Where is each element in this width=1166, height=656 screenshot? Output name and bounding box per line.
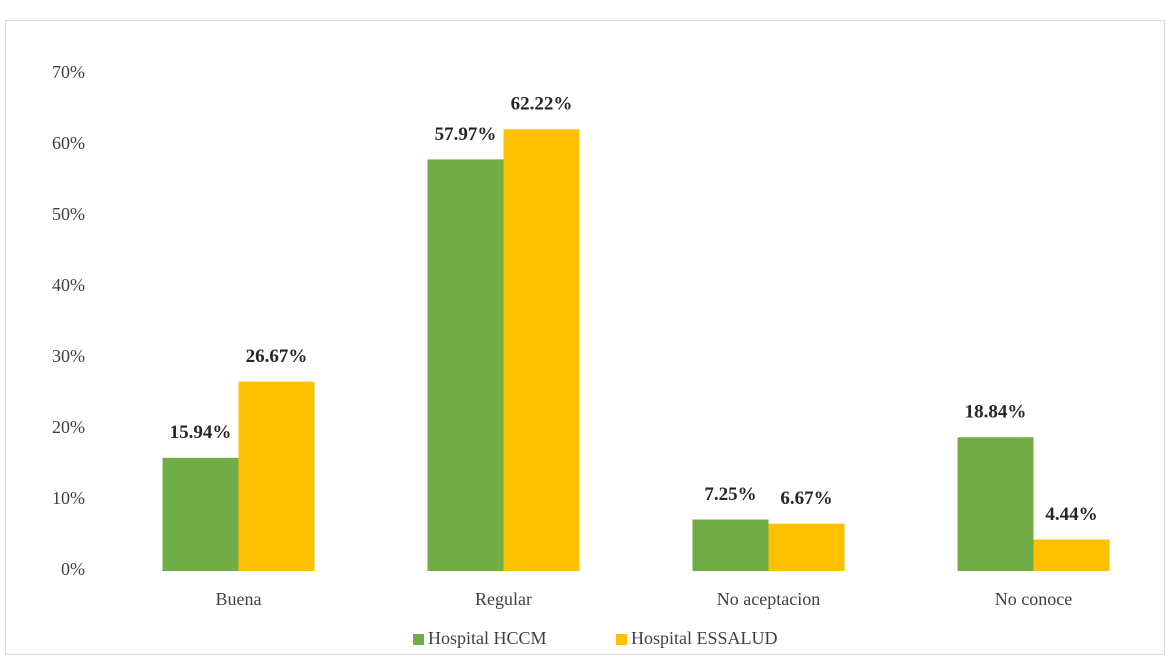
data-label: 57.97%: [435, 124, 497, 145]
x-tick-label: No conoce: [995, 589, 1072, 609]
bar: [692, 519, 769, 571]
bar: [238, 381, 315, 571]
bar: [162, 457, 239, 571]
bar: [768, 523, 845, 571]
legend-label: Hospital ESSALUD: [631, 628, 778, 648]
bar: [503, 129, 580, 571]
legend-label: Hospital HCCM: [428, 628, 547, 648]
data-label: 6.67%: [780, 488, 832, 509]
y-tick-label: 70%: [52, 62, 85, 82]
legend-swatch: [413, 634, 424, 645]
x-tick-label: Regular: [475, 589, 532, 609]
x-tick-label: Buena: [216, 589, 262, 609]
data-label: 15.94%: [170, 422, 232, 443]
x-tick-label: No aceptacion: [717, 589, 820, 609]
data-label: 26.67%: [246, 346, 308, 367]
legend-swatch: [616, 634, 627, 645]
y-tick-label: 30%: [52, 346, 85, 366]
y-tick-label: 40%: [52, 275, 85, 295]
data-label: 18.84%: [965, 402, 1027, 423]
y-tick-label: 0%: [61, 559, 85, 579]
bar: [957, 437, 1034, 571]
bar: [1033, 539, 1110, 571]
data-label: 4.44%: [1045, 504, 1097, 525]
y-tick-label: 10%: [52, 488, 85, 508]
y-tick-label: 20%: [52, 417, 85, 437]
y-tick-label: 50%: [52, 204, 85, 224]
y-tick-label: 60%: [52, 133, 85, 153]
data-label: 62.22%: [511, 94, 573, 115]
data-label: 7.25%: [704, 484, 756, 505]
bar: [427, 159, 504, 571]
